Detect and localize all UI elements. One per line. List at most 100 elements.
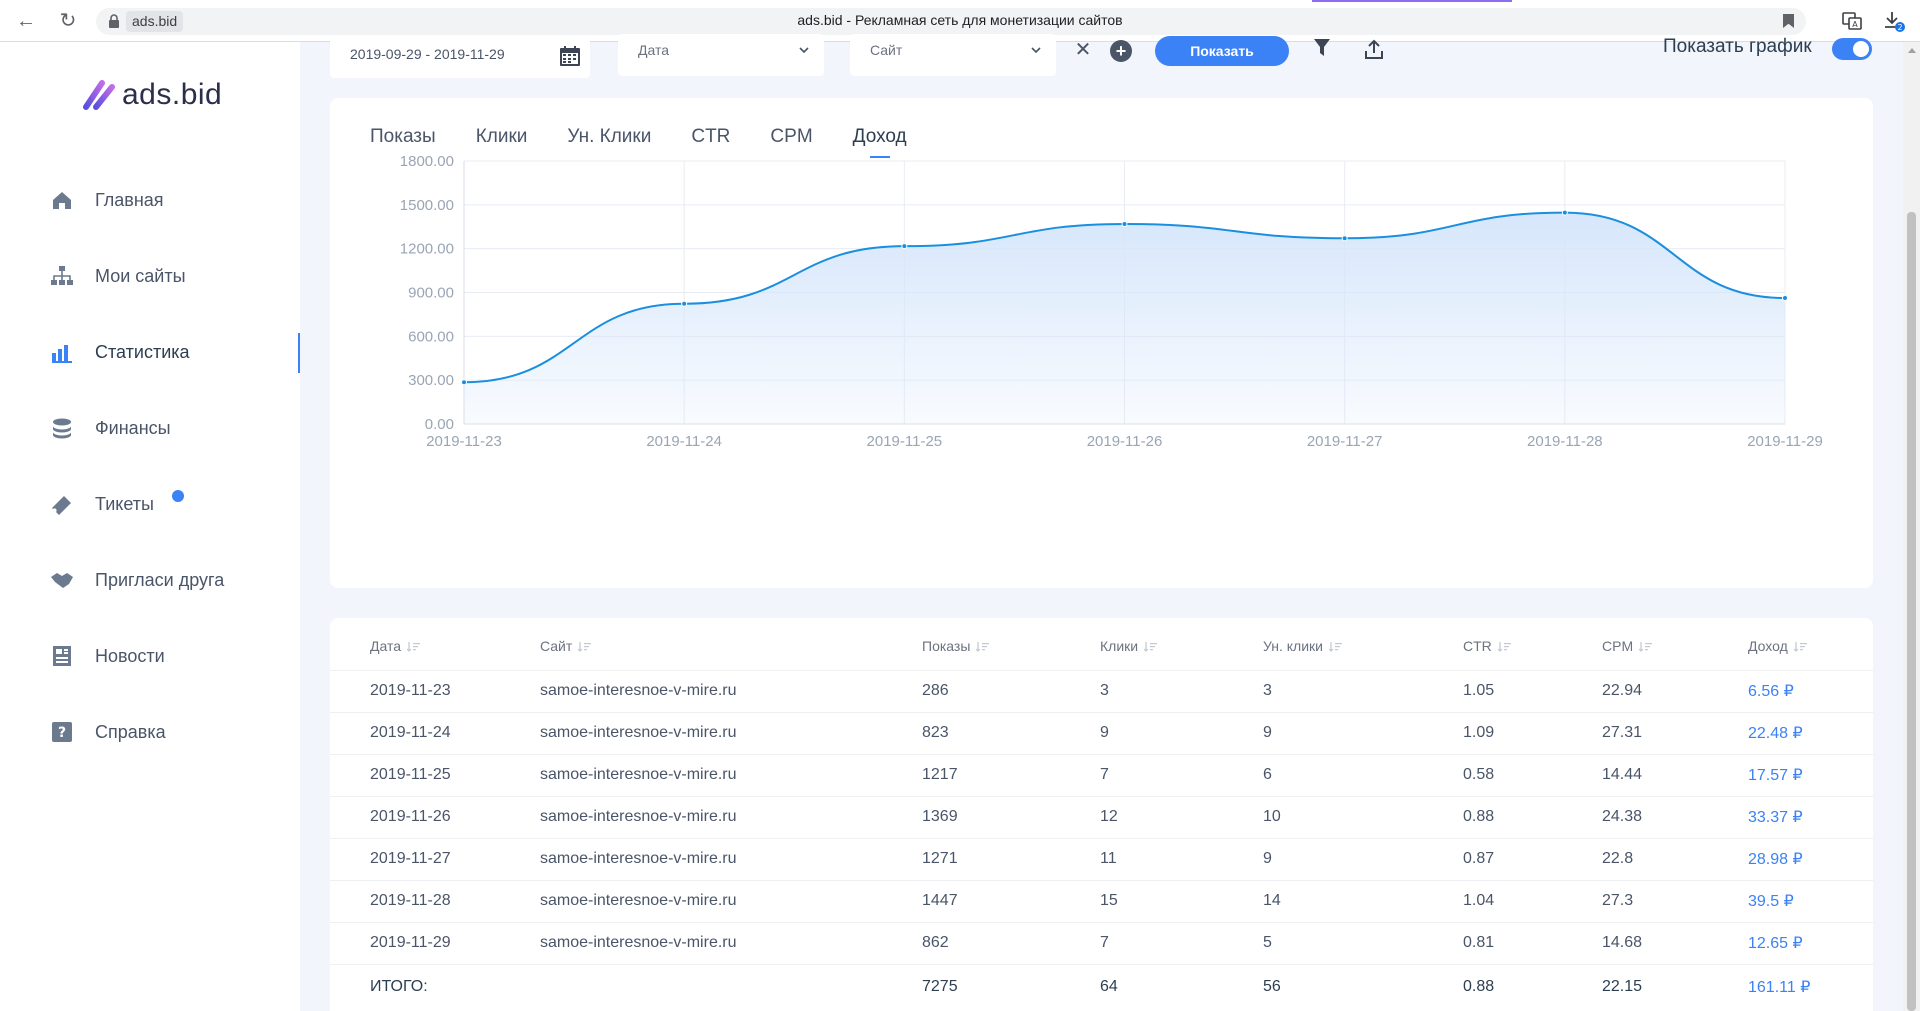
back-arrow-icon[interactable]: ← xyxy=(16,10,36,32)
export-upload-icon[interactable] xyxy=(1363,38,1385,60)
newspaper-icon xyxy=(50,644,74,668)
table-cell: 1217 xyxy=(922,753,1100,796)
table-cell: 22.94 xyxy=(1602,669,1748,712)
income-cell: 39.5 ₽ xyxy=(1748,879,1873,922)
table-cell: samoe-interesnoe-v-mire.ru xyxy=(540,921,922,964)
income-cell: 28.98 ₽ xyxy=(1748,837,1873,880)
tab-clicks[interactable]: Клики xyxy=(475,126,528,147)
table-cell: 0.81 xyxy=(1463,921,1602,964)
column-header[interactable]: Ун. клики xyxy=(1263,618,1463,670)
translate-icon[interactable]: A xyxy=(1840,9,1864,33)
logo-mark-icon xyxy=(83,80,115,110)
sidebar-item-statistics[interactable]: Статистика xyxy=(0,314,300,390)
sidebar-item-my-sites[interactable]: Мои сайты xyxy=(0,238,300,314)
x-tick-label: 2019-11-28 xyxy=(1527,433,1603,450)
table-cell: 22.8 xyxy=(1602,837,1748,880)
tab-unique-clicks[interactable]: Ун. Клики xyxy=(567,126,652,147)
page-scrollbar[interactable] xyxy=(1903,42,1920,1011)
calendar-icon[interactable] xyxy=(558,44,582,68)
svg-text:?: ? xyxy=(58,725,66,741)
table-cell: 27.31 xyxy=(1602,711,1748,754)
tab-income[interactable]: Доход xyxy=(853,126,907,156)
group-by-value: Дата xyxy=(638,42,670,58)
tab-ctr[interactable]: CTR xyxy=(691,126,731,147)
table-header-row: Дата Сайт Показы Клики Ун. клики CTR CPM Доход xyxy=(330,618,1873,670)
sort-icon[interactable] xyxy=(1497,642,1512,652)
sort-icon[interactable] xyxy=(976,642,990,652)
income-point xyxy=(461,379,467,386)
toggle-knob xyxy=(1853,41,1869,57)
table-cell xyxy=(540,963,922,1010)
x-tick-label: 2019-11-24 xyxy=(646,433,722,450)
metric-tabs: Показы Клики Ун. Клики CTR CPM Доход xyxy=(370,126,907,156)
show-chart-toggle[interactable] xyxy=(1832,38,1872,60)
scroll-up-arrow-icon[interactable] xyxy=(1908,48,1916,53)
table-cell: 1369 xyxy=(922,795,1100,838)
table-cell: 14 xyxy=(1263,879,1463,922)
column-header[interactable]: Дата xyxy=(330,618,540,670)
download-icon[interactable]: 2 xyxy=(1882,9,1906,33)
group-by-select[interactable]: Дата xyxy=(618,34,824,76)
add-filter-plus-icon[interactable]: + xyxy=(1110,40,1132,62)
y-tick-label: 0.00 xyxy=(425,416,454,433)
x-tick-label: 2019-11-25 xyxy=(867,433,943,450)
table-cell: 286 xyxy=(922,669,1100,712)
income-area xyxy=(464,212,1785,424)
table-row: 2019-11-25 samoe-interesnoe-v-mire.ru 1217… xyxy=(330,753,1873,796)
table-cell: 0.58 xyxy=(1463,753,1602,796)
sort-icon[interactable] xyxy=(578,642,592,652)
filter-funnel-icon[interactable] xyxy=(1313,38,1331,58)
bookmark-icon[interactable] xyxy=(1783,14,1794,28)
sidebar-item-tickets[interactable]: Тикеты xyxy=(0,466,300,542)
sidebar-item-news[interactable]: Новости xyxy=(0,618,300,694)
column-header[interactable]: Сайт xyxy=(540,618,922,670)
address-bar[interactable] xyxy=(96,8,1806,35)
sidebar: ads.bid Главная Мои сайты Статистика Фин… xyxy=(0,42,300,1011)
table-cell: 14.44 xyxy=(1602,753,1748,796)
sort-icon[interactable] xyxy=(407,642,421,652)
sidebar-item-home[interactable]: Главная xyxy=(0,162,300,238)
table-cell: 2019-11-24 xyxy=(330,711,540,754)
sort-icon[interactable] xyxy=(1144,642,1158,652)
show-button[interactable]: Показать xyxy=(1155,36,1289,66)
table-cell: 11 xyxy=(1100,837,1263,880)
sort-icon[interactable] xyxy=(1329,642,1343,652)
total-cell: 7275 xyxy=(922,963,1100,1010)
tab-impressions[interactable]: Показы xyxy=(370,126,436,147)
column-header[interactable]: Доход xyxy=(1748,618,1873,670)
tab-cpm[interactable]: CPM xyxy=(770,126,813,147)
income-point xyxy=(1561,209,1568,216)
income-point xyxy=(1782,295,1788,302)
column-header-label: Сайт xyxy=(540,637,573,654)
table-cell: 14.68 xyxy=(1602,921,1748,964)
sidebar-item-label: Справка xyxy=(95,721,166,742)
logo[interactable]: ads.bid xyxy=(82,70,222,120)
income-point xyxy=(681,300,688,307)
sidebar-item-help[interactable]: ? Справка xyxy=(0,694,300,770)
table-cell: 3 xyxy=(1100,669,1263,712)
sidebar-item-finance[interactable]: Финансы xyxy=(0,390,300,466)
column-header[interactable]: CPM xyxy=(1602,618,1748,670)
sidebar-item-invite-friend[interactable]: Пригласи друга xyxy=(0,542,300,618)
scroll-thumb[interactable] xyxy=(1907,212,1916,1011)
clear-filter-close-icon[interactable]: ✕ xyxy=(1074,39,1092,61)
column-header-label: Доход xyxy=(1748,637,1788,654)
y-tick-label: 1800.00 xyxy=(400,153,454,170)
sort-icon[interactable] xyxy=(1793,642,1808,652)
column-header[interactable]: Клики xyxy=(1100,618,1263,670)
table-cell: 2019-11-27 xyxy=(330,837,540,880)
table-cell: 862 xyxy=(922,921,1100,964)
total-label: ИТОГО: xyxy=(330,963,540,1010)
date-range-input[interactable]: 2019-09-29 - 2019-11-29 xyxy=(330,36,590,78)
column-header[interactable]: CTR xyxy=(1463,618,1602,670)
column-header-label: Ун. клики xyxy=(1263,637,1323,654)
table-cell: 7 xyxy=(1100,921,1263,964)
home-icon xyxy=(50,188,74,212)
sort-icon[interactable] xyxy=(1639,642,1653,652)
total-income-cell: 161.11 ₽ xyxy=(1748,963,1873,1010)
reload-icon[interactable]: ↻ xyxy=(59,10,77,32)
address-domain[interactable]: ads.bid xyxy=(126,11,184,32)
table-cell: samoe-interesnoe-v-mire.ru xyxy=(540,669,922,712)
site-select[interactable]: Сайт xyxy=(850,34,1056,76)
column-header[interactable]: Показы xyxy=(922,618,1100,670)
